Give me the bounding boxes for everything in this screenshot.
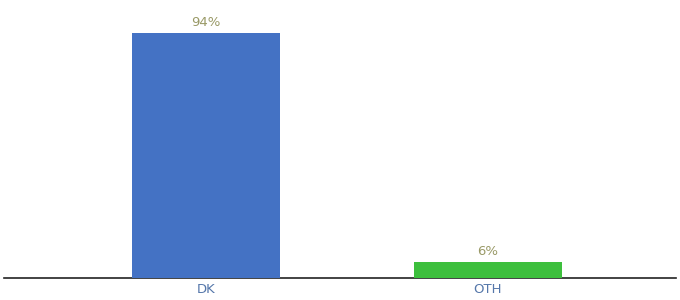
Text: 6%: 6% [477, 245, 498, 258]
Bar [414, 262, 562, 278]
Text: 94%: 94% [191, 16, 220, 29]
Bar [132, 33, 279, 278]
